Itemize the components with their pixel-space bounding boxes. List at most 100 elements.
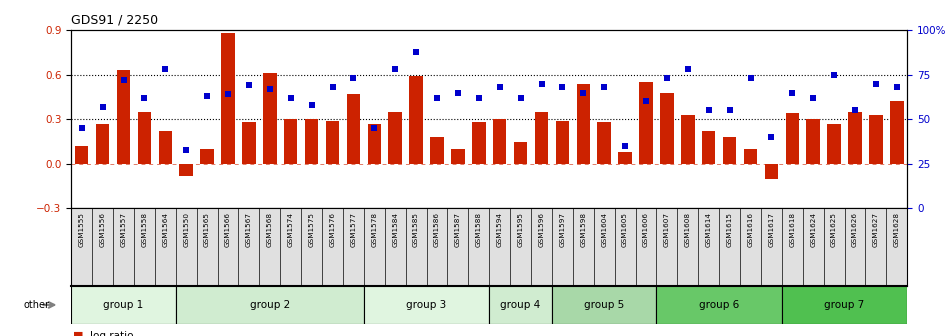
Text: GSM1556: GSM1556 xyxy=(100,212,105,247)
Point xyxy=(471,95,486,100)
Text: log ratio: log ratio xyxy=(90,331,134,336)
Point xyxy=(555,85,570,90)
Text: GSM1574: GSM1574 xyxy=(288,212,294,247)
Bar xyxy=(221,33,235,164)
Bar xyxy=(782,286,907,324)
Bar xyxy=(368,124,381,164)
Text: GSM1625: GSM1625 xyxy=(831,212,837,247)
Text: GSM1588: GSM1588 xyxy=(476,212,482,247)
Point xyxy=(304,102,319,108)
Bar xyxy=(242,122,256,164)
Text: GSM1595: GSM1595 xyxy=(518,212,523,247)
Text: GSM1594: GSM1594 xyxy=(497,212,503,247)
Text: GSM1615: GSM1615 xyxy=(727,212,732,247)
Bar xyxy=(364,286,489,324)
Bar xyxy=(807,119,820,164)
Text: group 5: group 5 xyxy=(584,300,624,310)
Text: group 3: group 3 xyxy=(407,300,446,310)
Text: GSM1578: GSM1578 xyxy=(371,212,377,247)
Bar xyxy=(723,137,736,164)
Bar xyxy=(159,131,172,164)
Point xyxy=(597,85,612,90)
Bar xyxy=(409,76,423,164)
Bar xyxy=(176,286,364,324)
Text: GSM1607: GSM1607 xyxy=(664,212,670,247)
Bar xyxy=(489,286,552,324)
Point xyxy=(116,77,131,83)
Point xyxy=(785,90,800,95)
Text: GSM1628: GSM1628 xyxy=(894,212,900,247)
Text: GSM1587: GSM1587 xyxy=(455,212,461,247)
Bar xyxy=(305,119,318,164)
Text: GSM1577: GSM1577 xyxy=(351,212,356,247)
Text: GSM1584: GSM1584 xyxy=(392,212,398,247)
Bar xyxy=(347,94,360,164)
Text: GSM1557: GSM1557 xyxy=(121,212,126,247)
Point xyxy=(325,85,340,90)
Bar xyxy=(786,113,799,164)
Text: GSM1555: GSM1555 xyxy=(79,212,85,247)
Point xyxy=(701,108,716,113)
Text: GSM1614: GSM1614 xyxy=(706,212,712,247)
Point xyxy=(429,95,445,100)
Bar xyxy=(326,121,339,164)
Point xyxy=(680,67,695,72)
Text: GSM1605: GSM1605 xyxy=(622,212,628,247)
Point xyxy=(618,143,633,149)
Bar xyxy=(430,137,444,164)
Bar xyxy=(639,82,653,164)
Text: GDS91 / 2250: GDS91 / 2250 xyxy=(71,14,159,27)
Text: other: other xyxy=(24,300,49,310)
Point xyxy=(868,81,884,86)
Text: GSM1550: GSM1550 xyxy=(183,212,189,247)
Bar xyxy=(656,286,782,324)
Bar xyxy=(284,119,297,164)
Text: ■: ■ xyxy=(73,331,84,336)
Point xyxy=(513,95,528,100)
Bar xyxy=(535,112,548,164)
Point xyxy=(241,83,256,88)
Point xyxy=(95,104,110,110)
Text: group 6: group 6 xyxy=(699,300,739,310)
Text: GSM1568: GSM1568 xyxy=(267,212,273,247)
Text: GSM1608: GSM1608 xyxy=(685,212,691,247)
Bar xyxy=(75,146,88,164)
Bar xyxy=(472,122,485,164)
Point xyxy=(722,108,737,113)
Bar xyxy=(660,93,674,164)
Text: GSM1575: GSM1575 xyxy=(309,212,314,247)
Point xyxy=(889,85,904,90)
Bar xyxy=(514,141,527,164)
Bar xyxy=(618,152,632,164)
Text: GSM1627: GSM1627 xyxy=(873,212,879,247)
Point xyxy=(764,134,779,140)
Bar xyxy=(180,164,193,176)
Point xyxy=(534,81,549,86)
Text: GSM1624: GSM1624 xyxy=(810,212,816,247)
Bar xyxy=(451,149,465,164)
Bar xyxy=(138,112,151,164)
Text: group 2: group 2 xyxy=(250,300,290,310)
Text: GSM1565: GSM1565 xyxy=(204,212,210,247)
Text: group 7: group 7 xyxy=(825,300,864,310)
Point xyxy=(450,90,465,95)
Bar xyxy=(702,131,715,164)
Point xyxy=(367,126,382,131)
Bar xyxy=(598,122,611,164)
Point xyxy=(847,108,863,113)
Bar xyxy=(577,84,590,164)
Point xyxy=(408,49,424,54)
Bar xyxy=(96,124,109,164)
Bar xyxy=(827,124,841,164)
Text: group 1: group 1 xyxy=(104,300,143,310)
Bar xyxy=(71,286,176,324)
Bar xyxy=(263,73,276,164)
Point xyxy=(346,76,361,81)
Text: GSM1564: GSM1564 xyxy=(162,212,168,247)
Bar xyxy=(744,149,757,164)
Text: GSM1597: GSM1597 xyxy=(560,212,565,247)
Text: GSM1604: GSM1604 xyxy=(601,212,607,247)
Text: GSM1626: GSM1626 xyxy=(852,212,858,247)
Point xyxy=(492,85,507,90)
Point xyxy=(743,76,758,81)
